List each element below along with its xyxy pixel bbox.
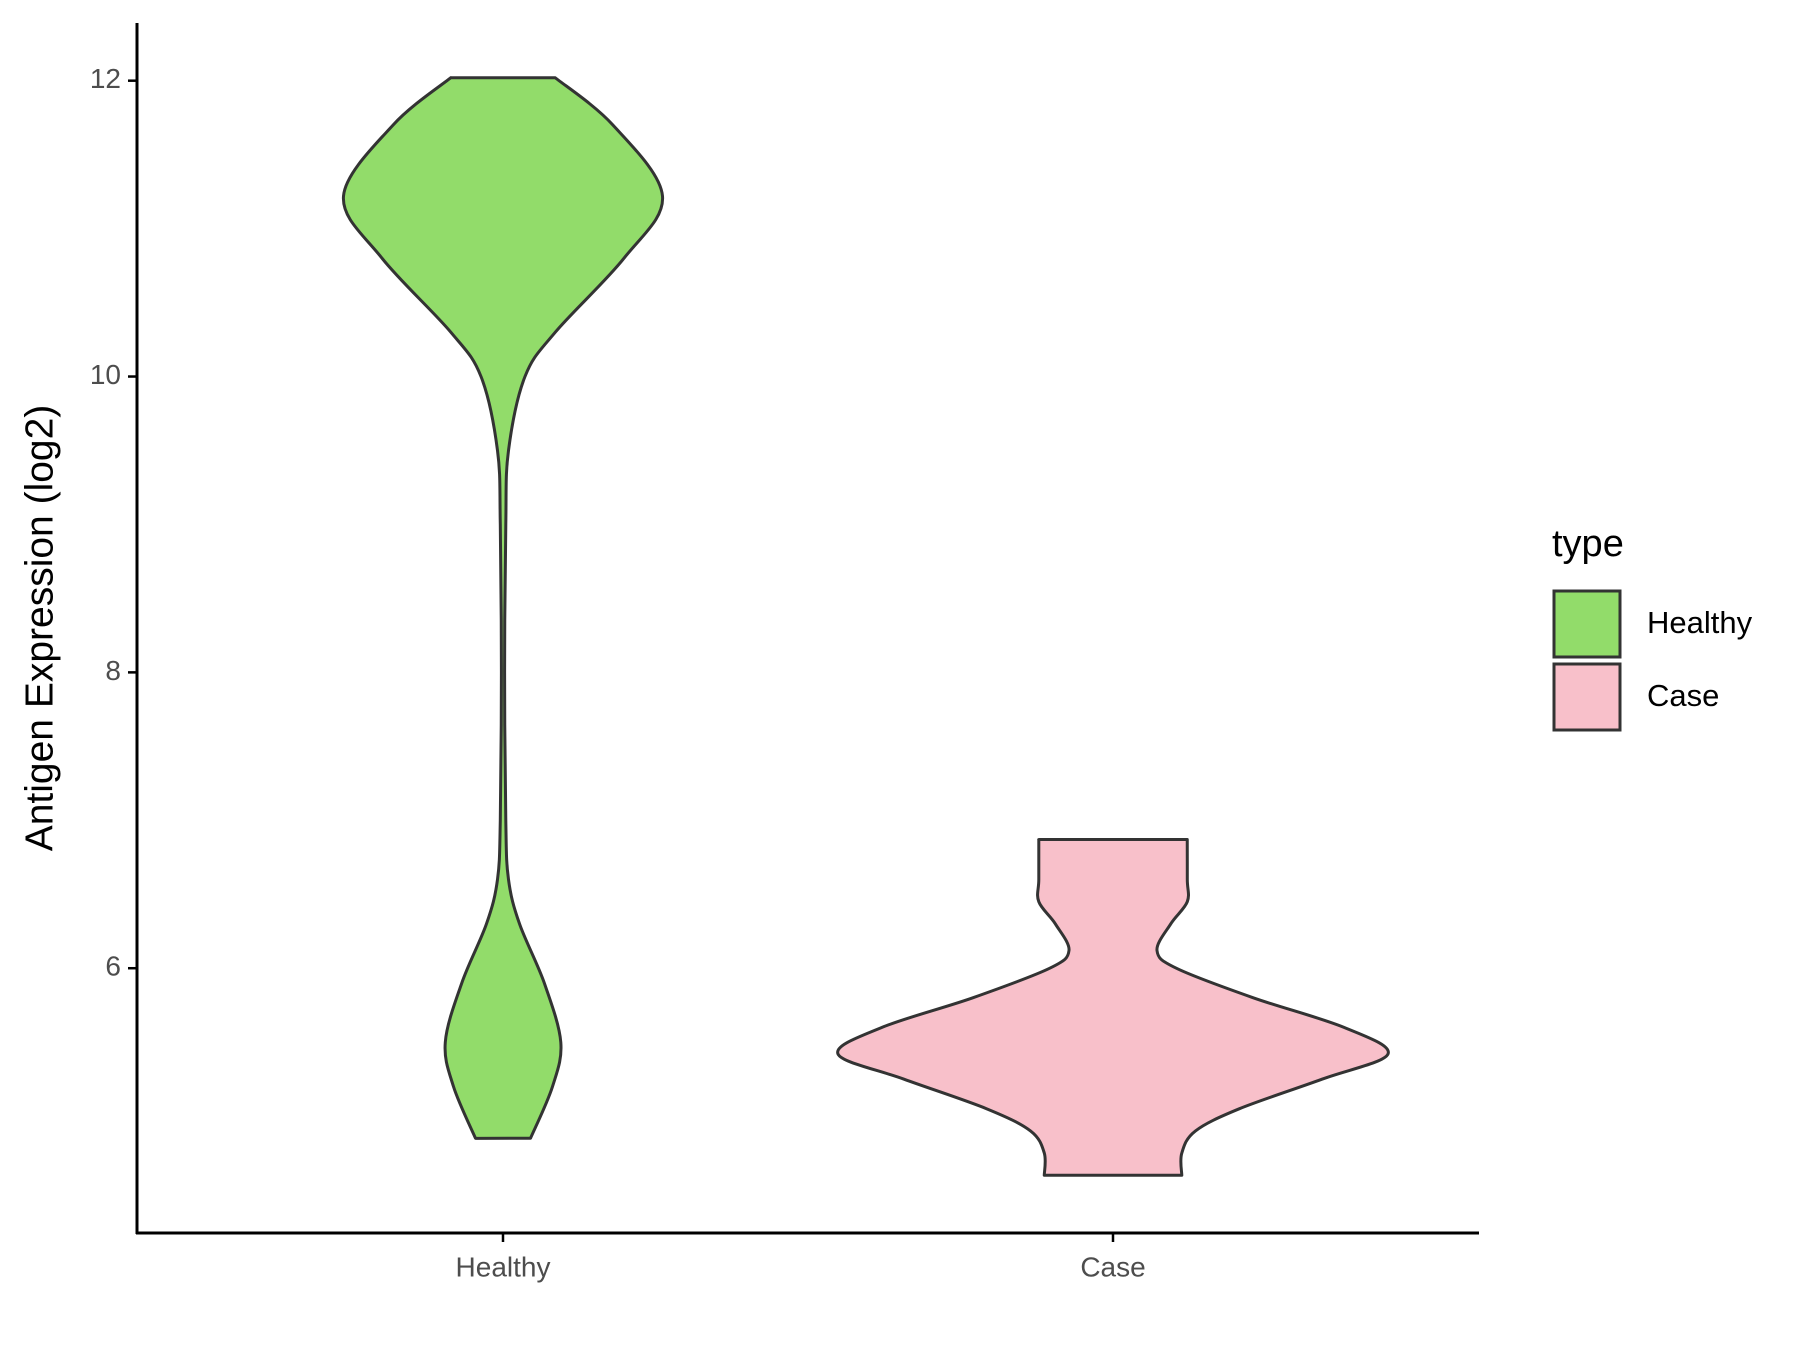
y-tick-label: 8 [105, 655, 121, 686]
legend-title: type [1552, 523, 1624, 565]
violin [341, 76, 665, 1140]
y-tick-label: 6 [105, 951, 121, 982]
legend-key [1552, 589, 1622, 659]
violin [836, 838, 1390, 1177]
legend-label: Healthy [1647, 605, 1753, 640]
y-axis-title: Antigen Expression (log2) [18, 405, 61, 852]
legend-label: Case [1647, 678, 1719, 713]
y-tick-label: 10 [90, 359, 121, 390]
x-tick-label: Healthy [456, 1251, 551, 1282]
y-tick-label: 12 [90, 63, 121, 94]
x-tick-label: Case [1080, 1251, 1145, 1282]
legend-key [1552, 662, 1622, 732]
